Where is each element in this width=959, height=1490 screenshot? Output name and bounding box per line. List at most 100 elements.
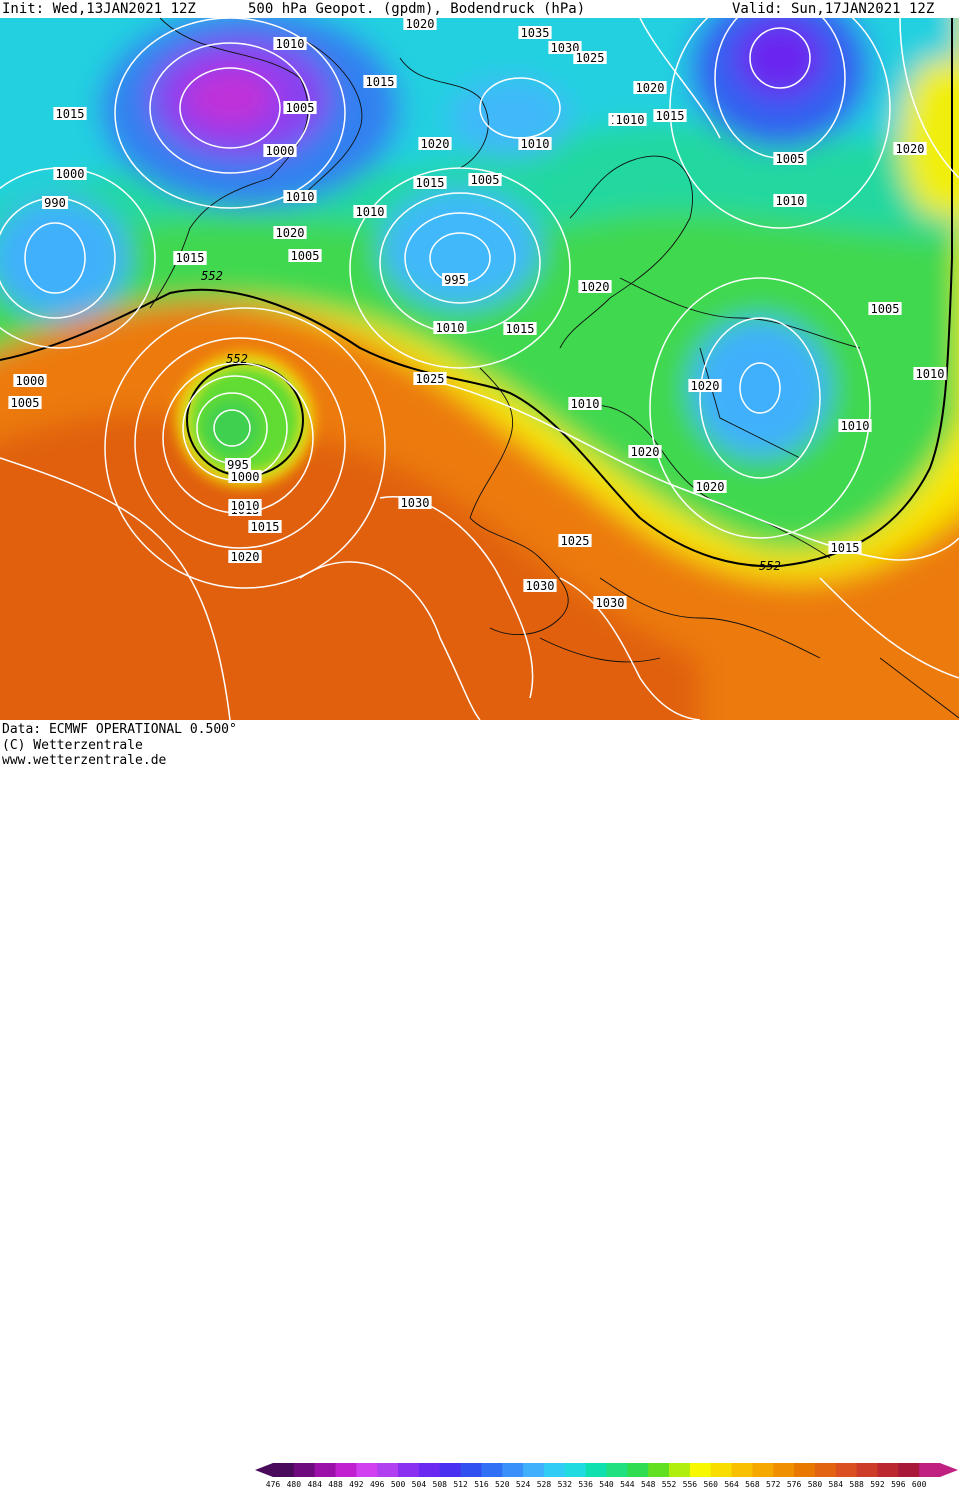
colorbar-label: 556	[682, 1480, 698, 1489]
colorbar-swatch	[606, 1463, 628, 1477]
isobar-label-bg	[828, 541, 862, 554]
colorbar-swatch	[314, 1463, 337, 1477]
isobar-label: 1020	[276, 226, 305, 240]
isobar-label: 1030	[551, 41, 580, 55]
isobar-label: 1000	[231, 470, 260, 484]
isobar-label: 1005	[471, 173, 500, 187]
isobar-label-bg	[363, 75, 397, 88]
isobar-label: 990	[44, 196, 66, 210]
isobar-label-bg	[523, 579, 557, 592]
colorbar-swatch	[523, 1463, 545, 1477]
colorbar-swatch	[710, 1463, 733, 1477]
colorbar-swatch	[835, 1463, 858, 1477]
isobar-labels: 1010102010351030102510251015100510001015…	[8, 18, 947, 610]
isobar-label-bg	[288, 249, 322, 262]
colorbar-label: 552	[661, 1480, 677, 1489]
valid-time: Valid: Sun,17JAN2021 12Z	[732, 1, 935, 17]
colorbar-swatch	[439, 1463, 462, 1477]
isobar-label: 1015	[656, 109, 685, 123]
colorbar-swatch	[814, 1463, 837, 1477]
isobar-label-bg	[13, 374, 47, 387]
isobar-label: 1015	[831, 541, 860, 555]
colorbar-swatch	[731, 1463, 753, 1477]
isobar-label: 1025	[576, 51, 605, 65]
weather-map: 1010102010351030102510251015100510001015…	[0, 18, 959, 720]
isobar-label-bg	[398, 496, 432, 509]
isobar-label-bg	[773, 194, 807, 207]
isobar-label: 1000	[266, 144, 295, 158]
isobar-label-bg	[273, 226, 307, 239]
colorbar-swatch	[856, 1463, 878, 1477]
isobar-label-bg	[228, 550, 262, 563]
isobar-label: 1020	[691, 379, 720, 393]
website-url: www.wetterzentrale.de	[2, 753, 167, 768]
isobar-label-bg	[413, 176, 447, 189]
colorbar-swatch	[752, 1463, 774, 1477]
map-header: Init: Wed,13JAN2021 12Z 500 hPa Geopot. …	[0, 0, 959, 18]
colorbar-label: 484	[307, 1480, 322, 1489]
isobar-label: 995	[227, 458, 249, 472]
isobar-label-bg	[893, 142, 927, 155]
colorbar-swatch	[773, 1463, 795, 1477]
colorbar-label: 476	[265, 1480, 281, 1489]
colorbar-label: 492	[349, 1480, 364, 1489]
colorbar-label: 568	[745, 1480, 760, 1489]
isobar-label: 1015	[366, 75, 395, 89]
isobar-label: 1030	[401, 496, 430, 510]
colorbar-label: 516	[474, 1480, 489, 1489]
isobar-label-bg	[225, 458, 251, 471]
isobar-label-bg	[413, 372, 447, 385]
colorbar-label: 524	[515, 1480, 531, 1489]
isobar-label-bg	[693, 480, 727, 493]
isobar-label-bg	[228, 470, 262, 483]
isobar-label: 1020	[896, 142, 925, 156]
isobar-label-bg	[468, 173, 502, 186]
colorbar-swatch	[669, 1463, 691, 1477]
isobar-label: 1020	[581, 280, 610, 294]
isobar-label: 1015	[251, 520, 280, 534]
colorbar-label: 560	[703, 1480, 718, 1489]
colorbar-label: 520	[495, 1480, 510, 1489]
isobar-label: 1010	[231, 499, 260, 513]
isobar-label-bg	[503, 322, 537, 335]
colorbar-swatch	[273, 1463, 295, 1477]
isobar-label-bg	[573, 51, 607, 64]
colorbar-label: 544	[620, 1480, 635, 1489]
isobar-label-bg	[593, 596, 627, 609]
isobar-label: 1010	[286, 190, 315, 204]
colorbar-swatch	[418, 1463, 441, 1477]
colorbar-swatch	[293, 1463, 316, 1477]
isobar-label: 1005	[871, 302, 900, 316]
colorbar-label: 488	[328, 1480, 343, 1489]
isobar-label: 1010	[356, 205, 385, 219]
colorbar-label: 496	[369, 1480, 385, 1489]
isobar-label: 1030	[596, 596, 625, 610]
colorbar-label: 536	[578, 1480, 593, 1489]
isobar-label: 995	[444, 273, 466, 287]
colorbar-label: 532	[557, 1480, 573, 1489]
colorbar-right-arrow	[940, 1463, 958, 1477]
geopotential-field	[0, 18, 959, 720]
isobar-label: 1005	[286, 101, 315, 115]
isobar-label-bg	[548, 41, 582, 54]
isobar-label-bg	[42, 196, 68, 209]
isobar-label-bg	[568, 397, 602, 410]
isobar-label-bg	[578, 280, 612, 293]
isobar-label-bg	[688, 379, 722, 392]
isobar-label-bg	[838, 419, 872, 432]
colorbar-left-arrow	[255, 1463, 273, 1477]
copyright: (C) Wetterzentrale	[2, 738, 143, 753]
isobar-label: 1020	[231, 550, 260, 564]
isobar-label: 1035	[521, 26, 550, 40]
isobar-label-bg	[773, 152, 807, 165]
isobar-label: 1025	[416, 372, 445, 386]
colorbar-label: 588	[849, 1480, 864, 1489]
isobar-label: 1015	[416, 176, 445, 190]
isobar-label: 1025	[561, 534, 590, 548]
colorbar-swatch	[689, 1463, 712, 1477]
map-footer: Data: ECMWF OPERATIONAL 0.500° (C) Wette…	[0, 720, 959, 1489]
isobar-label: 1020	[421, 137, 450, 151]
colorbar-label: 576	[786, 1480, 802, 1489]
isobar-label-bg	[613, 113, 647, 126]
isobar-label-bg	[633, 81, 667, 94]
